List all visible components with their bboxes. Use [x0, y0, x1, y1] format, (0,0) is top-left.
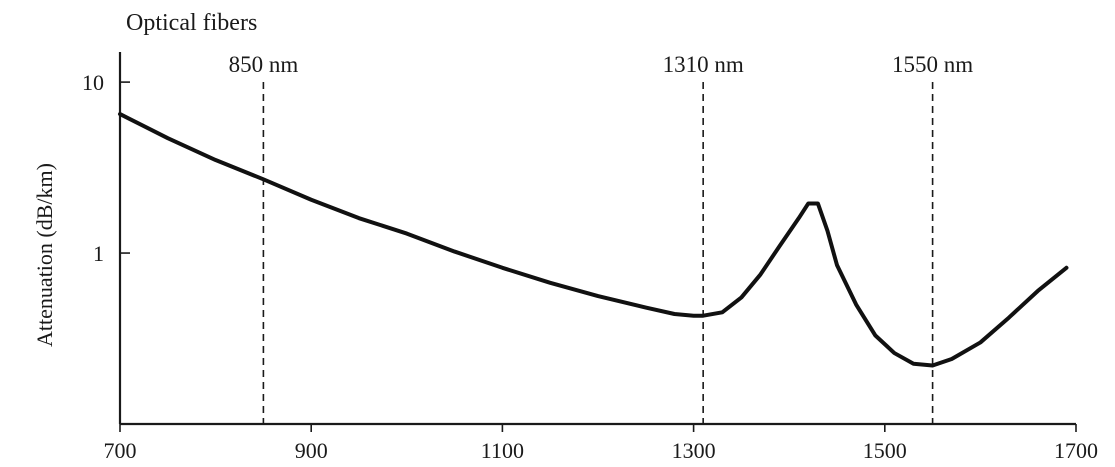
- y-axis-ticks: 1 10: [82, 70, 130, 266]
- x-tick-label-1100: 1100: [481, 438, 524, 463]
- x-axis-ticks: 700 900 1100 1300 1500 1700: [104, 424, 1098, 463]
- marker-label-1550: 1550 nm: [892, 52, 973, 77]
- x-tick-label-1300: 1300: [672, 438, 716, 463]
- x-tick-label-900: 900: [295, 438, 328, 463]
- wavelength-markers: 850 nm 1310 nm 1550 nm: [229, 52, 973, 424]
- y-tick-label-1: 1: [93, 241, 104, 266]
- chart-title: Optical fibers: [126, 10, 257, 36]
- x-tick-label-700: 700: [104, 438, 137, 463]
- y-tick-label-10: 10: [82, 70, 104, 95]
- marker-label-850: 850 nm: [229, 52, 299, 77]
- marker-label-1310: 1310 nm: [663, 52, 744, 77]
- attenuation-curve: [118, 112, 1069, 368]
- x-tick-label-1700: 1700: [1054, 438, 1098, 463]
- x-tick-label-1500: 1500: [863, 438, 907, 463]
- y-axis-label: Attenuation (dB/km): [32, 163, 57, 347]
